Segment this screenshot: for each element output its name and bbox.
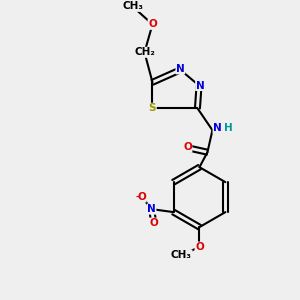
Text: O: O	[149, 218, 158, 228]
Text: -: -	[136, 193, 140, 202]
Text: H: H	[224, 123, 233, 133]
Text: N: N	[176, 64, 185, 74]
Text: N: N	[147, 204, 156, 214]
Text: CH₂: CH₂	[134, 47, 155, 57]
Text: O: O	[195, 242, 204, 252]
Text: O: O	[183, 142, 192, 152]
Text: O: O	[137, 192, 146, 202]
Text: O: O	[148, 19, 157, 29]
Text: N: N	[196, 80, 204, 91]
Text: N: N	[213, 123, 222, 133]
Text: S: S	[149, 103, 156, 113]
Text: CH₃: CH₃	[122, 2, 143, 11]
Text: CH₃: CH₃	[171, 250, 192, 260]
